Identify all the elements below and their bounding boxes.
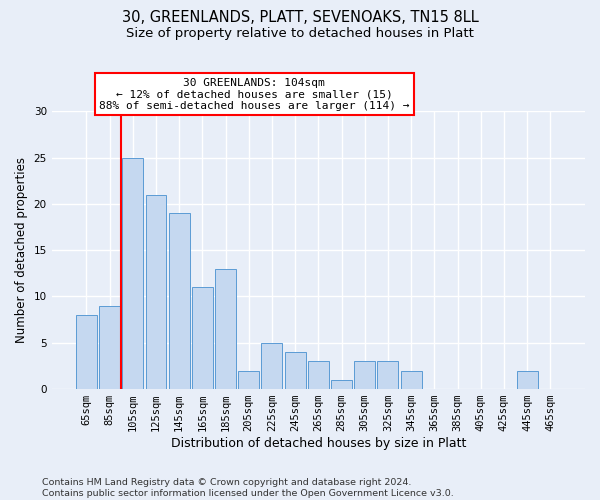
Bar (517, 370, 538, 389)
Text: 30, GREENLANDS, PLATT, SEVENOAKS, TN15 8LL: 30, GREENLANDS, PLATT, SEVENOAKS, TN15 8… (122, 10, 478, 25)
Bar (76, 315, 97, 389)
Bar (377, 362, 398, 389)
Bar (146, 194, 166, 389)
Bar (122, 158, 143, 389)
Text: Contains HM Land Registry data © Crown copyright and database right 2024.
Contai: Contains HM Land Registry data © Crown c… (42, 478, 454, 498)
Bar (215, 268, 236, 389)
Bar (262, 343, 283, 389)
Bar (284, 352, 305, 389)
Bar (401, 370, 422, 389)
Bar (238, 370, 259, 389)
Y-axis label: Number of detached properties: Number of detached properties (15, 157, 28, 343)
Text: Size of property relative to detached houses in Platt: Size of property relative to detached ho… (126, 28, 474, 40)
Bar (354, 362, 375, 389)
Bar (308, 362, 329, 389)
Bar (99, 306, 120, 389)
Bar (192, 287, 213, 389)
Text: 30 GREENLANDS: 104sqm
← 12% of detached houses are smaller (15)
88% of semi-deta: 30 GREENLANDS: 104sqm ← 12% of detached … (99, 78, 410, 111)
Bar (331, 380, 352, 389)
Bar (169, 213, 190, 389)
X-axis label: Distribution of detached houses by size in Platt: Distribution of detached houses by size … (170, 437, 466, 450)
